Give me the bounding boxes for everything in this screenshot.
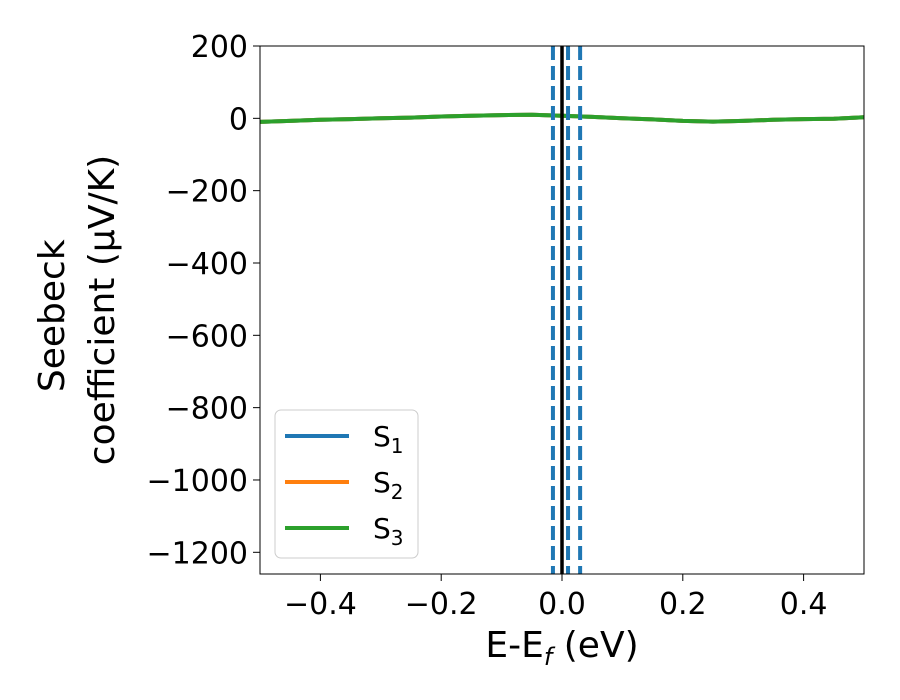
y-tick-label: −1200: [147, 536, 248, 571]
y-tick-label: −600: [166, 319, 248, 354]
y-tick-label: −800: [166, 392, 248, 427]
x-ticks: −0.4 −0.2 0.0 0.2 0.4: [284, 574, 827, 622]
y-ticks: 200 0 −200 −400 −600 −800 −1000 −1200: [147, 30, 260, 571]
y-tick-label: −200: [166, 175, 248, 210]
y-tick-label: −1000: [147, 464, 248, 499]
x-tick-label: 0.2: [659, 587, 707, 622]
y-tick-label: 0: [229, 102, 248, 137]
x-tick-label: 0.4: [780, 587, 828, 622]
x-tick-label: −0.2: [405, 587, 478, 622]
x-axis-title: E-Ef (eV): [485, 625, 638, 671]
x-tick-label: −0.4: [284, 587, 357, 622]
legend: S1 S2 S3: [274, 409, 419, 559]
vertical-lines-layer: [550, 46, 583, 574]
y-axis-title-line1: Seebeck: [32, 239, 73, 392]
y-axis-title-line2: coefficient (μV/K): [82, 155, 123, 465]
legend-label-s1: S1: [373, 420, 404, 458]
legend-label-s2: S2: [373, 466, 404, 504]
x-tick-label: 0.0: [538, 587, 586, 622]
y-axis-title: Seebeck coefficient (μV/K): [32, 155, 123, 465]
y-tick-label: 200: [191, 30, 248, 65]
y-tick-label: −400: [166, 247, 248, 282]
legend-label-s3: S3: [373, 512, 404, 550]
